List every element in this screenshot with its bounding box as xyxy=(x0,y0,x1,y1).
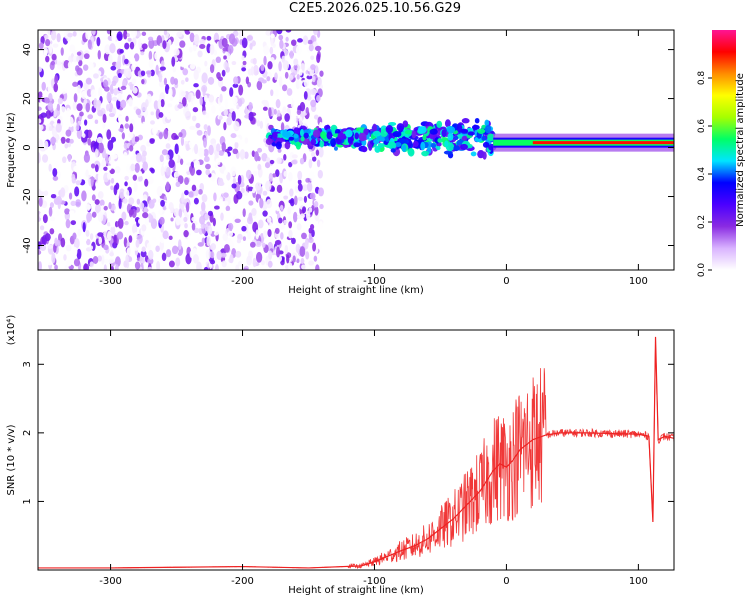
spectrogram-region-3 xyxy=(493,133,674,152)
x-tick-label: 0 xyxy=(503,276,509,287)
x-tick-label: -300 xyxy=(99,576,122,587)
chart-title: C2E5.2026.025.10.56.G29 xyxy=(288,1,462,16)
snr-x-label: Height of straight line (km) xyxy=(288,585,424,596)
y-tick-label: 3 xyxy=(22,361,33,367)
colorbar-tick-label: 0.6 xyxy=(697,119,707,134)
colorbar-ticks: 0.0 0.2 0.4 0.6 0.8 xyxy=(697,71,712,278)
colorbar xyxy=(712,30,736,270)
x-tick-label: -100 xyxy=(363,276,386,287)
x-tick-label: 0 xyxy=(503,576,509,587)
y-tick-label: 2 xyxy=(22,430,33,436)
snr-axes: -300 -200 -100 0 100 1 2 3 xyxy=(22,330,674,587)
x-tick-label: -300 xyxy=(99,276,122,287)
y-tick-label: -40 xyxy=(22,237,33,253)
y-tick-label: 0 xyxy=(22,144,33,150)
y-tick-label: 40 xyxy=(22,43,33,56)
snr-y-label: SNR (10 * v/v) xyxy=(6,424,17,495)
y-tick-label: 20 xyxy=(22,92,33,105)
snr-plot-area xyxy=(38,336,674,570)
spectrogram-frame xyxy=(37,29,675,271)
snr-series-trace xyxy=(38,342,674,570)
x-tick-label: -200 xyxy=(231,576,254,587)
x-tick-label: 100 xyxy=(629,576,648,587)
colorbar-tick-label: 0.2 xyxy=(697,215,707,229)
colorbar-tick-label: 0.4 xyxy=(697,167,707,182)
x-tick-label: 100 xyxy=(629,276,648,287)
colorbar-label: Normalized spectral amplitude xyxy=(735,73,746,227)
y-tick-label: -20 xyxy=(22,188,33,204)
spectrogram-region-2 xyxy=(265,118,497,160)
snr-series-line xyxy=(38,336,674,569)
snr-frame xyxy=(37,329,675,571)
colorbar-tick-label: 0.0 xyxy=(697,263,707,278)
x-tick-label: -200 xyxy=(231,276,254,287)
y-tick-label: 1 xyxy=(22,498,33,504)
spectrogram-region-1 xyxy=(38,30,325,270)
x-tick-label: -100 xyxy=(363,576,386,587)
spectrogram-y-label: Frequency (Hz) xyxy=(6,112,17,188)
snr-scale-label: (x10⁴) xyxy=(6,315,17,346)
spectrogram-x-label: Height of straight line (km) xyxy=(288,285,424,296)
colorbar-tick-label: 0.8 xyxy=(697,71,707,86)
spectrogram-plot-area xyxy=(38,30,674,270)
snr-chart: -300 -200 -100 0 100 1 2 3 Height of straight l… xyxy=(6,315,675,596)
